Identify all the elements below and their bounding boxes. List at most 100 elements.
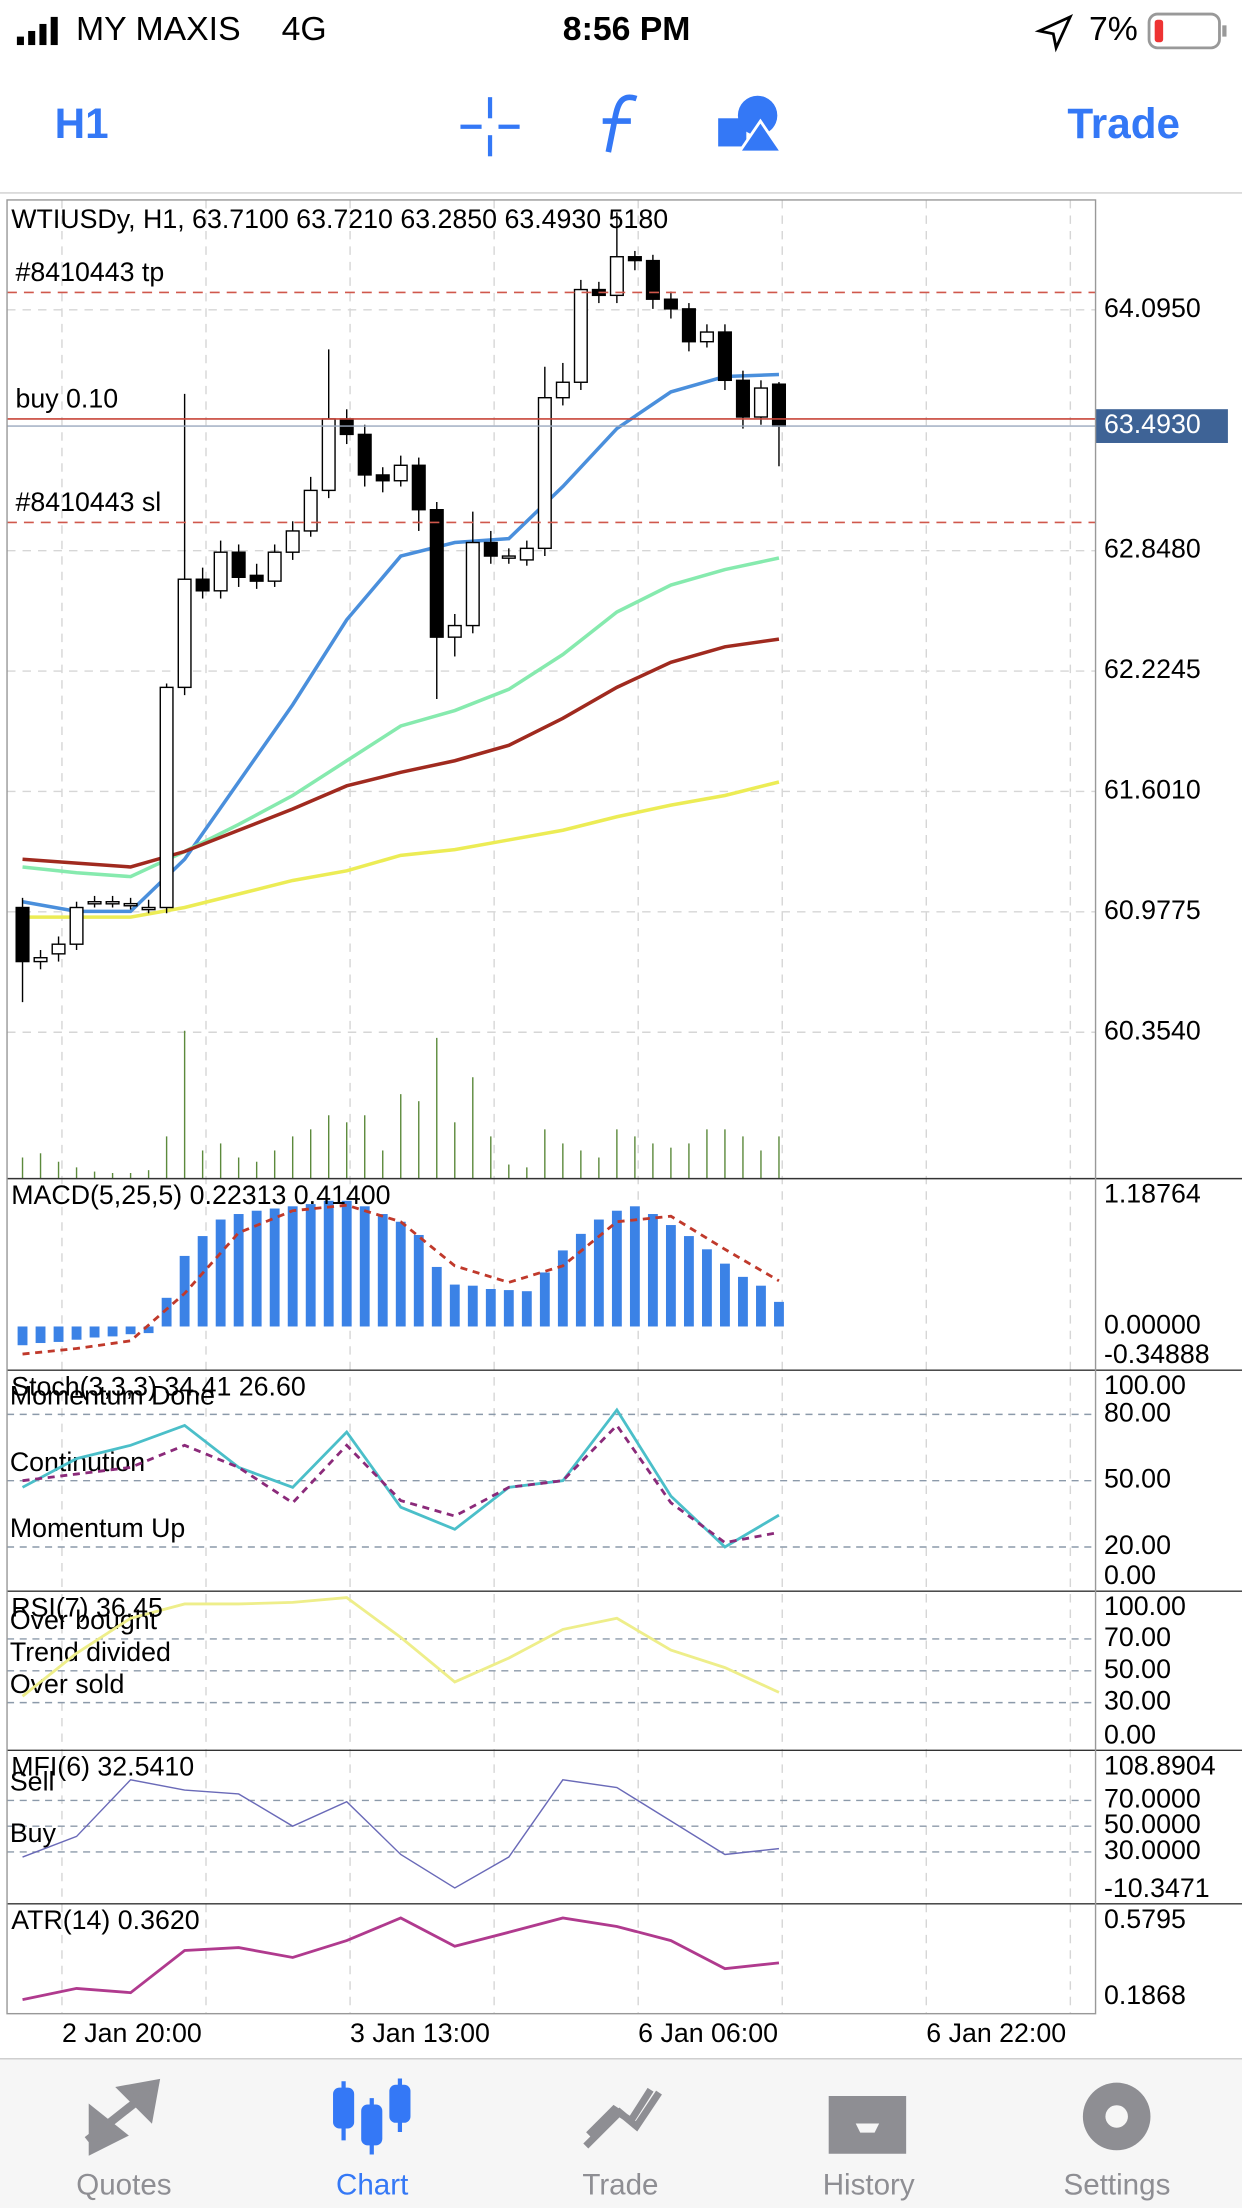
y-tick-label: 60.9775: [1104, 895, 1201, 925]
current-price-box: [1095, 409, 1228, 443]
indicator-label: MACD(5,25,5) 0.22313 0.41400: [11, 1180, 390, 1210]
candle-body: [303, 489, 318, 532]
candle-body: [195, 578, 210, 592]
macd-bar: [611, 1210, 622, 1327]
x-tick-label: 6 Jan 22:00: [926, 2018, 1066, 2048]
macd-bar: [161, 1297, 172, 1327]
trade-button[interactable]: Trade: [1067, 100, 1180, 147]
y-tick-label: 50.00: [1104, 1654, 1171, 1684]
candle-body: [267, 551, 282, 582]
macd-bar: [125, 1326, 136, 1335]
tab-bar: [0, 2058, 1242, 2208]
candle-body: [717, 331, 732, 382]
macd-bar: [701, 1249, 712, 1327]
candle-body: [753, 387, 768, 418]
indicator-label: MFI(6) 32.5410: [11, 1752, 194, 1782]
y-tick-label: 70.00: [1104, 1622, 1171, 1652]
moving-average-line: [22, 780, 780, 919]
tab-label[interactable]: Quotes: [76, 2169, 171, 2202]
macd-bar: [557, 1250, 568, 1327]
macd-bar: [395, 1221, 406, 1327]
macd-bar: [485, 1288, 496, 1327]
candle-body: [105, 901, 120, 905]
y-tick-label: 0.1868: [1104, 1980, 1186, 2010]
macd-bar: [179, 1255, 190, 1327]
clock: 8:56 PM: [563, 10, 691, 48]
indicators-button[interactable]: [602, 94, 638, 153]
network: 4G: [282, 10, 327, 48]
macd-bar: [449, 1284, 460, 1327]
y-tick-label: 20.00: [1104, 1530, 1171, 1560]
tab-label[interactable]: Trade: [582, 2169, 658, 2202]
candle-body: [177, 578, 192, 689]
macd-bar: [53, 1326, 64, 1342]
candle-body: [447, 624, 462, 638]
candle-body: [537, 396, 552, 550]
indicator-label: ATR(14) 0.3620: [11, 1905, 199, 1935]
tab-label[interactable]: History: [823, 2169, 915, 2202]
macd-bar: [503, 1290, 514, 1327]
y-tick-label: 62.2245: [1104, 654, 1201, 684]
candle-body: [465, 541, 480, 627]
macd-bar: [107, 1326, 118, 1337]
macd-bar: [683, 1236, 694, 1327]
candle-body: [735, 379, 750, 418]
candle-body: [159, 686, 174, 909]
candle-body: [555, 381, 570, 399]
candle-body: [231, 551, 246, 578]
macd-bar: [359, 1206, 370, 1327]
candle-body: [375, 474, 390, 482]
macd-bar: [413, 1234, 424, 1327]
tab-label[interactable]: Settings: [1064, 2169, 1171, 2202]
candle-body: [141, 906, 156, 911]
y-tick-label: 80.00: [1104, 1397, 1171, 1427]
macd-bar: [215, 1219, 226, 1327]
current-price-label: 63.4930: [1104, 409, 1201, 439]
candle-body: [411, 464, 426, 511]
candle-body: [357, 433, 372, 476]
tab-label[interactable]: Chart: [336, 2169, 408, 2202]
order-level-label: #8410443 tp: [15, 257, 164, 287]
timeframe-button[interactable]: H1: [55, 100, 109, 147]
candle-body: [609, 256, 624, 297]
guide-label: Over bought: [10, 1605, 158, 1635]
x-tick-label: 2 Jan 20:00: [62, 2018, 202, 2048]
trade-icon[interactable]: [583, 2087, 662, 2149]
candle-body: [573, 288, 588, 383]
macd-bar: [269, 1208, 280, 1327]
macd-bar: [71, 1326, 82, 1340]
y-tick-label: 64.0950: [1104, 293, 1201, 323]
settings-icon[interactable]: [1082, 2082, 1151, 2151]
order-level-label: #8410443 sl: [15, 487, 161, 517]
guide-label: Trend divided: [10, 1637, 171, 1667]
candle-body: [51, 943, 66, 955]
guide-label: Continution: [10, 1447, 145, 1477]
signal-icon: [16, 16, 58, 46]
objects-button[interactable]: [718, 95, 785, 154]
crosshair-button[interactable]: [460, 97, 520, 157]
candle-body: [87, 901, 102, 905]
candle-body: [15, 906, 30, 963]
indicator-line: [21, 1407, 780, 1549]
candle-body: [249, 574, 264, 582]
macd-bar: [305, 1204, 316, 1327]
x-tick-label: 3 Jan 13:00: [350, 2018, 490, 2048]
macd-bar: [197, 1236, 208, 1327]
symbol-header: WTIUSDy, H1, 63.7100 63.7210 63.2850 63.…: [11, 204, 668, 234]
chart-icon[interactable]: [333, 2078, 411, 2155]
macd-bar: [323, 1200, 334, 1327]
history-icon[interactable]: [828, 2096, 907, 2154]
indicator-line: [22, 1203, 780, 1356]
macd-bar: [738, 1276, 748, 1327]
indicator-line: [22, 1916, 780, 2002]
guide-label: Momentum Up: [10, 1513, 185, 1543]
quotes-icon[interactable]: [84, 2078, 161, 2156]
y-tick-label: 50.0000: [1104, 1809, 1201, 1839]
indicator-line: [22, 1779, 780, 1889]
y-tick-label: 0.00: [1104, 1560, 1156, 1590]
macd-bar: [521, 1291, 532, 1327]
candle-body: [501, 555, 516, 559]
macd-bar: [431, 1266, 442, 1327]
